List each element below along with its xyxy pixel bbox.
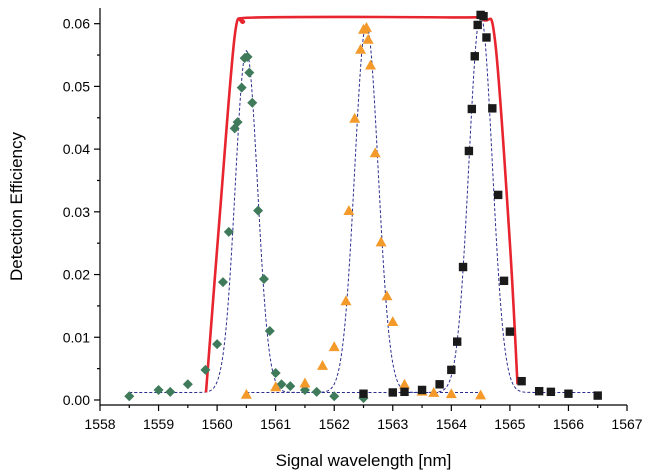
x-tick-label: 1562	[319, 416, 350, 432]
gaussian-fit-line	[246, 23, 481, 393]
triangle-point	[328, 341, 340, 352]
gaussian-fit-curves	[129, 13, 598, 393]
y-tick-label: 0.03	[63, 204, 90, 220]
x-axis-label: Signal wavelength [nm]	[276, 451, 452, 470]
diamond-point	[165, 386, 176, 397]
square-point	[447, 365, 456, 375]
square-point	[493, 190, 503, 200]
triangle-point	[240, 388, 252, 399]
triangle-point	[340, 295, 352, 306]
diamond-point	[212, 339, 223, 350]
x-tick-label: 1567	[611, 416, 642, 432]
y-tick-label: 0.05	[63, 78, 90, 94]
envelope-line	[204, 15, 519, 393]
gaussian-fit-line	[363, 13, 598, 393]
diamond-point	[258, 273, 269, 284]
x-axis-ticks: 1558 1559 1560 1561 1562 1563 1564 1565 1566 1567	[84, 405, 643, 432]
square-point	[359, 389, 368, 398]
square-point	[435, 380, 444, 389]
diamond-point	[232, 117, 243, 128]
triangle-point	[375, 236, 387, 247]
square-point	[473, 20, 482, 30]
square-point	[488, 104, 497, 113]
diamond-point	[229, 123, 240, 134]
square-point	[417, 385, 427, 395]
square-point	[482, 33, 491, 42]
diamond-point	[253, 205, 264, 216]
triangle-point	[355, 43, 367, 54]
triangle-point	[475, 389, 487, 400]
square-point	[517, 376, 526, 386]
diamond-point	[124, 391, 135, 402]
triangle-point	[387, 316, 399, 326]
x-tick-label: 1558	[84, 416, 115, 432]
triangle-point	[270, 381, 282, 392]
triangle-point	[445, 388, 457, 399]
diamond-point	[217, 277, 228, 288]
data-markers	[124, 10, 602, 404]
y-tick-label: 0.00	[63, 392, 90, 408]
x-tick-label: 1563	[377, 416, 408, 432]
triangle-point	[360, 21, 372, 32]
triangle-point	[362, 33, 374, 44]
square-point	[593, 391, 602, 400]
diamond-point	[329, 391, 340, 402]
square-point	[464, 146, 474, 156]
diamond-point	[264, 325, 275, 336]
filter-envelope	[204, 15, 519, 393]
triangle-point	[369, 147, 381, 158]
square-point	[388, 388, 397, 397]
square-point	[470, 52, 479, 61]
diamond-point	[285, 381, 296, 392]
diamond-point	[242, 51, 253, 62]
x-tick-label: 1561	[260, 416, 291, 432]
triangle-point	[381, 290, 393, 301]
triangle-point	[349, 112, 361, 123]
diamond-point	[236, 82, 247, 93]
square-point	[499, 276, 509, 286]
axes	[99, 8, 627, 406]
square-point	[400, 387, 409, 397]
x-tick-label: 1565	[494, 416, 525, 432]
diamond-point	[311, 386, 322, 397]
square-point	[479, 11, 488, 21]
square-point	[458, 262, 468, 272]
diamond-point	[270, 368, 281, 379]
square-point	[564, 389, 573, 398]
diamond-point	[200, 364, 211, 375]
square-point	[534, 387, 544, 396]
diamond-point	[247, 97, 258, 108]
y-tick-label: 0.06	[63, 16, 90, 32]
square-point	[467, 104, 477, 114]
x-tick-label: 1559	[143, 416, 174, 432]
x-tick-label: 1564	[436, 416, 467, 432]
diamond-point	[244, 67, 255, 78]
square-point	[546, 387, 556, 397]
diamond-point	[276, 379, 287, 390]
x-tick-label: 1566	[553, 416, 584, 432]
y-tick-label: 0.02	[63, 267, 90, 283]
triangle-point	[343, 205, 355, 215]
axis-frame	[99, 8, 627, 406]
diamond-point	[153, 384, 164, 395]
y-tick-label: 0.01	[63, 329, 90, 345]
diamond-point	[223, 226, 234, 237]
y-axis-label: Detection Efficiency	[7, 132, 26, 281]
square-point	[452, 337, 462, 346]
square-point	[505, 327, 515, 336]
y-axis-ticks: 0.00 0.01 0.02 0.03 0.04 0.05 0.06	[63, 16, 100, 408]
triangle-point	[365, 59, 377, 70]
diamond-point	[182, 379, 193, 390]
triangle-point	[317, 359, 329, 370]
y-tick-label: 0.04	[63, 141, 90, 157]
gaussian-fit-line	[129, 49, 364, 393]
triangle-point	[398, 378, 410, 389]
x-tick-label: 1560	[202, 416, 233, 432]
triangle-point	[428, 386, 440, 397]
triangle-point	[299, 377, 311, 388]
